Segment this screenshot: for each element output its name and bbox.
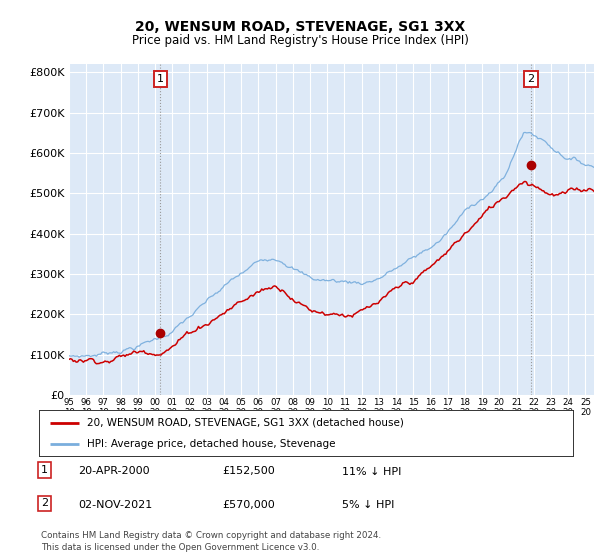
Text: 2: 2 [527,74,535,84]
Text: 2: 2 [41,498,48,508]
Text: 20, WENSUM ROAD, STEVENAGE, SG1 3XX (detached house): 20, WENSUM ROAD, STEVENAGE, SG1 3XX (det… [87,418,404,428]
Text: 1: 1 [41,465,48,475]
Text: 5% ↓ HPI: 5% ↓ HPI [342,500,394,510]
Text: 02-NOV-2021: 02-NOV-2021 [78,500,152,510]
Text: Contains HM Land Registry data © Crown copyright and database right 2024.
This d: Contains HM Land Registry data © Crown c… [41,531,381,552]
Text: £570,000: £570,000 [222,500,275,510]
Text: Price paid vs. HM Land Registry's House Price Index (HPI): Price paid vs. HM Land Registry's House … [131,34,469,46]
Text: 20-APR-2000: 20-APR-2000 [78,466,149,477]
Text: 20, WENSUM ROAD, STEVENAGE, SG1 3XX: 20, WENSUM ROAD, STEVENAGE, SG1 3XX [135,20,465,34]
Text: 11% ↓ HPI: 11% ↓ HPI [342,466,401,477]
Text: 1: 1 [157,74,164,84]
Text: HPI: Average price, detached house, Stevenage: HPI: Average price, detached house, Stev… [87,439,335,449]
Text: £152,500: £152,500 [222,466,275,477]
